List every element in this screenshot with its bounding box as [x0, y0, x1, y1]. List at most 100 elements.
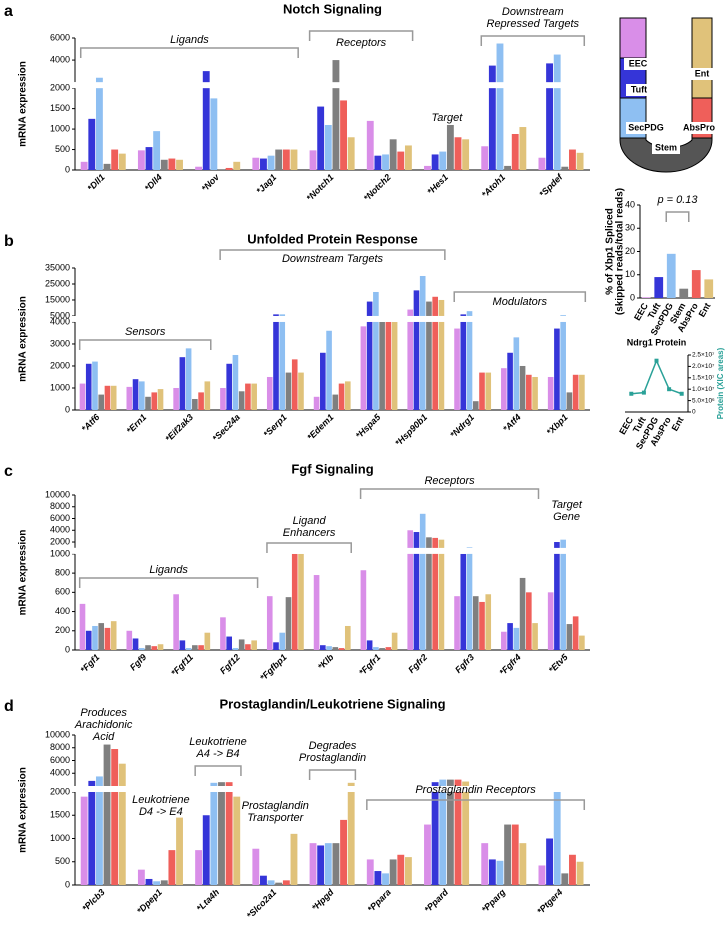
annotation: Downstream: [502, 6, 564, 18]
y2-tick-label: 5.0×10⁶: [692, 397, 715, 404]
axis-break: [71, 315, 590, 322]
bar: [210, 782, 218, 885]
panel-letter: b: [4, 233, 14, 250]
bracket: [308, 30, 414, 41]
x-tick-label: *Notch2: [362, 172, 393, 203]
bar: [360, 326, 367, 410]
bar: [290, 149, 298, 170]
bar: [519, 577, 526, 650]
x-tick-label: *Fgfr1: [357, 652, 382, 677]
bar: [454, 596, 460, 650]
diagram-label: Stem: [655, 142, 677, 152]
x-tick-label: *Atoh1: [480, 172, 508, 200]
bar: [118, 153, 126, 170]
annotation: Transporter: [247, 812, 304, 824]
bar: [132, 638, 139, 650]
annotation: p = 0.13: [656, 194, 698, 206]
y-axis-title: % of Xbp1 Spliced: [605, 208, 616, 295]
bracket: [308, 769, 357, 780]
panel-letter: c: [4, 463, 13, 480]
bar: [344, 625, 351, 650]
y-tick-label: 15000: [45, 294, 70, 304]
y-tick-label: 6000: [50, 32, 70, 42]
bar: [479, 601, 485, 650]
bar: [389, 859, 397, 885]
y-tick-label: 3000: [50, 338, 70, 348]
x-tick-label: *Jag1: [254, 172, 278, 196]
bar: [232, 354, 239, 410]
bar: [374, 871, 382, 885]
bar: [324, 124, 332, 170]
annotation: Gene: [553, 511, 580, 523]
bar: [488, 859, 496, 885]
bracket: [266, 542, 352, 553]
line: [631, 358, 682, 395]
y-tick-label: 20: [625, 246, 635, 256]
x-tick-label: *Fgf11: [169, 652, 195, 678]
bar: [466, 311, 473, 410]
bar: [439, 151, 447, 170]
point-marker: [654, 358, 659, 363]
bar: [373, 647, 379, 650]
bar: [397, 151, 405, 170]
y-tick-label: 0: [65, 164, 70, 174]
chart-title: Unfolded Protein Response: [247, 231, 417, 246]
bar: [496, 43, 504, 170]
bar: [245, 383, 251, 410]
bar: [572, 616, 579, 650]
bar: [137, 150, 145, 170]
bar: [419, 513, 426, 650]
annotation: A4 -> B4: [196, 748, 240, 760]
bar: [291, 553, 298, 650]
bar: [404, 145, 412, 170]
bar: [485, 372, 492, 410]
bar: [413, 290, 420, 410]
label-box: [626, 122, 666, 134]
bar: [273, 642, 279, 650]
bar: [195, 166, 203, 170]
bar: [226, 636, 232, 650]
bar: [233, 161, 241, 170]
panel-letter: a: [4, 3, 13, 20]
y-tick-label: 25000: [45, 278, 70, 288]
bar: [267, 880, 275, 885]
diagram-label: AbsPro: [683, 122, 716, 132]
bar: [332, 647, 339, 650]
bar: [481, 843, 489, 885]
x-tick-label: *Atf6: [80, 411, 103, 434]
x-tick-label: *Dpep1: [135, 887, 164, 916]
bar: [157, 389, 164, 410]
bar: [279, 632, 286, 650]
bar: [538, 157, 546, 170]
y-tick-label: 2000: [50, 786, 70, 796]
bar: [79, 383, 86, 410]
x-tick-label: *Serp1: [262, 412, 289, 439]
y-tick-label: 35000: [45, 262, 70, 272]
bar: [519, 843, 527, 885]
bar: [266, 596, 273, 650]
bar: [538, 865, 546, 885]
x-tick-label: *Hpgd: [310, 887, 336, 913]
annotation: Target: [551, 499, 583, 511]
bar: [218, 169, 225, 170]
bar: [238, 639, 245, 650]
x-tick-label: Ent: [697, 301, 713, 319]
bar: [526, 374, 532, 410]
y-tick-label: 10000: [45, 729, 70, 739]
bar: [145, 645, 151, 650]
bracket: [78, 577, 259, 588]
bar: [413, 532, 420, 650]
bar: [85, 630, 92, 650]
chart-title: Fgf Signaling: [291, 461, 373, 476]
y-tick-label: 8000: [50, 501, 70, 511]
y-tick-label: 30: [625, 223, 635, 233]
bar: [267, 155, 275, 170]
bar: [204, 632, 211, 650]
bar: [226, 363, 232, 410]
bar: [431, 154, 439, 170]
bar: [160, 880, 168, 885]
bar: [198, 392, 204, 410]
bar: [366, 301, 373, 410]
label-box: [680, 122, 718, 134]
bar: [313, 575, 320, 650]
